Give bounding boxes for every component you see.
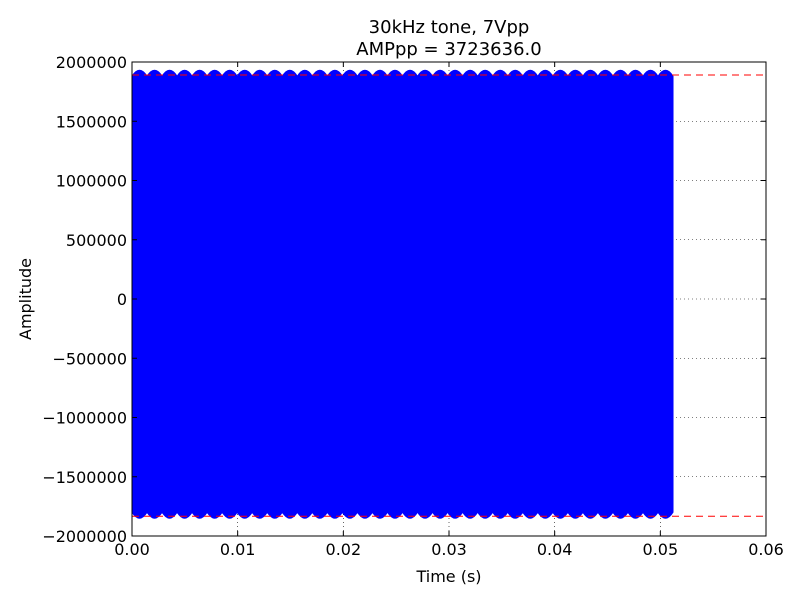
y-tick-label: −500000 [53, 349, 127, 368]
y-tick-label: 1000000 [56, 172, 127, 191]
reference-line-layer [132, 74, 766, 517]
y-tick-label: −1500000 [42, 468, 127, 487]
y-axis-label: Amplitude [16, 258, 35, 340]
signal-series [131, 69, 674, 519]
x-tick-label: 0.01 [220, 540, 256, 559]
y-tick-label: 2000000 [56, 53, 127, 72]
y-tick-label: 500000 [66, 231, 127, 250]
y-tick-label: −1000000 [42, 409, 127, 428]
x-tick-label: 0.04 [537, 540, 573, 559]
chart-title-line-2: AMPpp = 3723636.0 [356, 39, 541, 60]
signal-layer [131, 69, 674, 519]
x-tick-label: 0.00 [114, 540, 150, 559]
tick-layer: 0.00 0.01 0.02 0.03 0.04 0.05 0.06 2000000 15000… [42, 53, 783, 559]
x-tick-label: 0.06 [748, 540, 784, 559]
y-tick-label: 1500000 [56, 112, 127, 131]
x-tick-label: 0.02 [326, 540, 362, 559]
x-tick-label: 0.03 [431, 540, 467, 559]
chart-title-line-1: 30kHz tone, 7Vpp [369, 17, 530, 38]
x-tick-label: 0.05 [643, 540, 679, 559]
y-tick-label: 0 [117, 290, 127, 309]
x-axis-label: Time (s) [415, 567, 481, 586]
y-tick-label: −2000000 [42, 527, 127, 546]
